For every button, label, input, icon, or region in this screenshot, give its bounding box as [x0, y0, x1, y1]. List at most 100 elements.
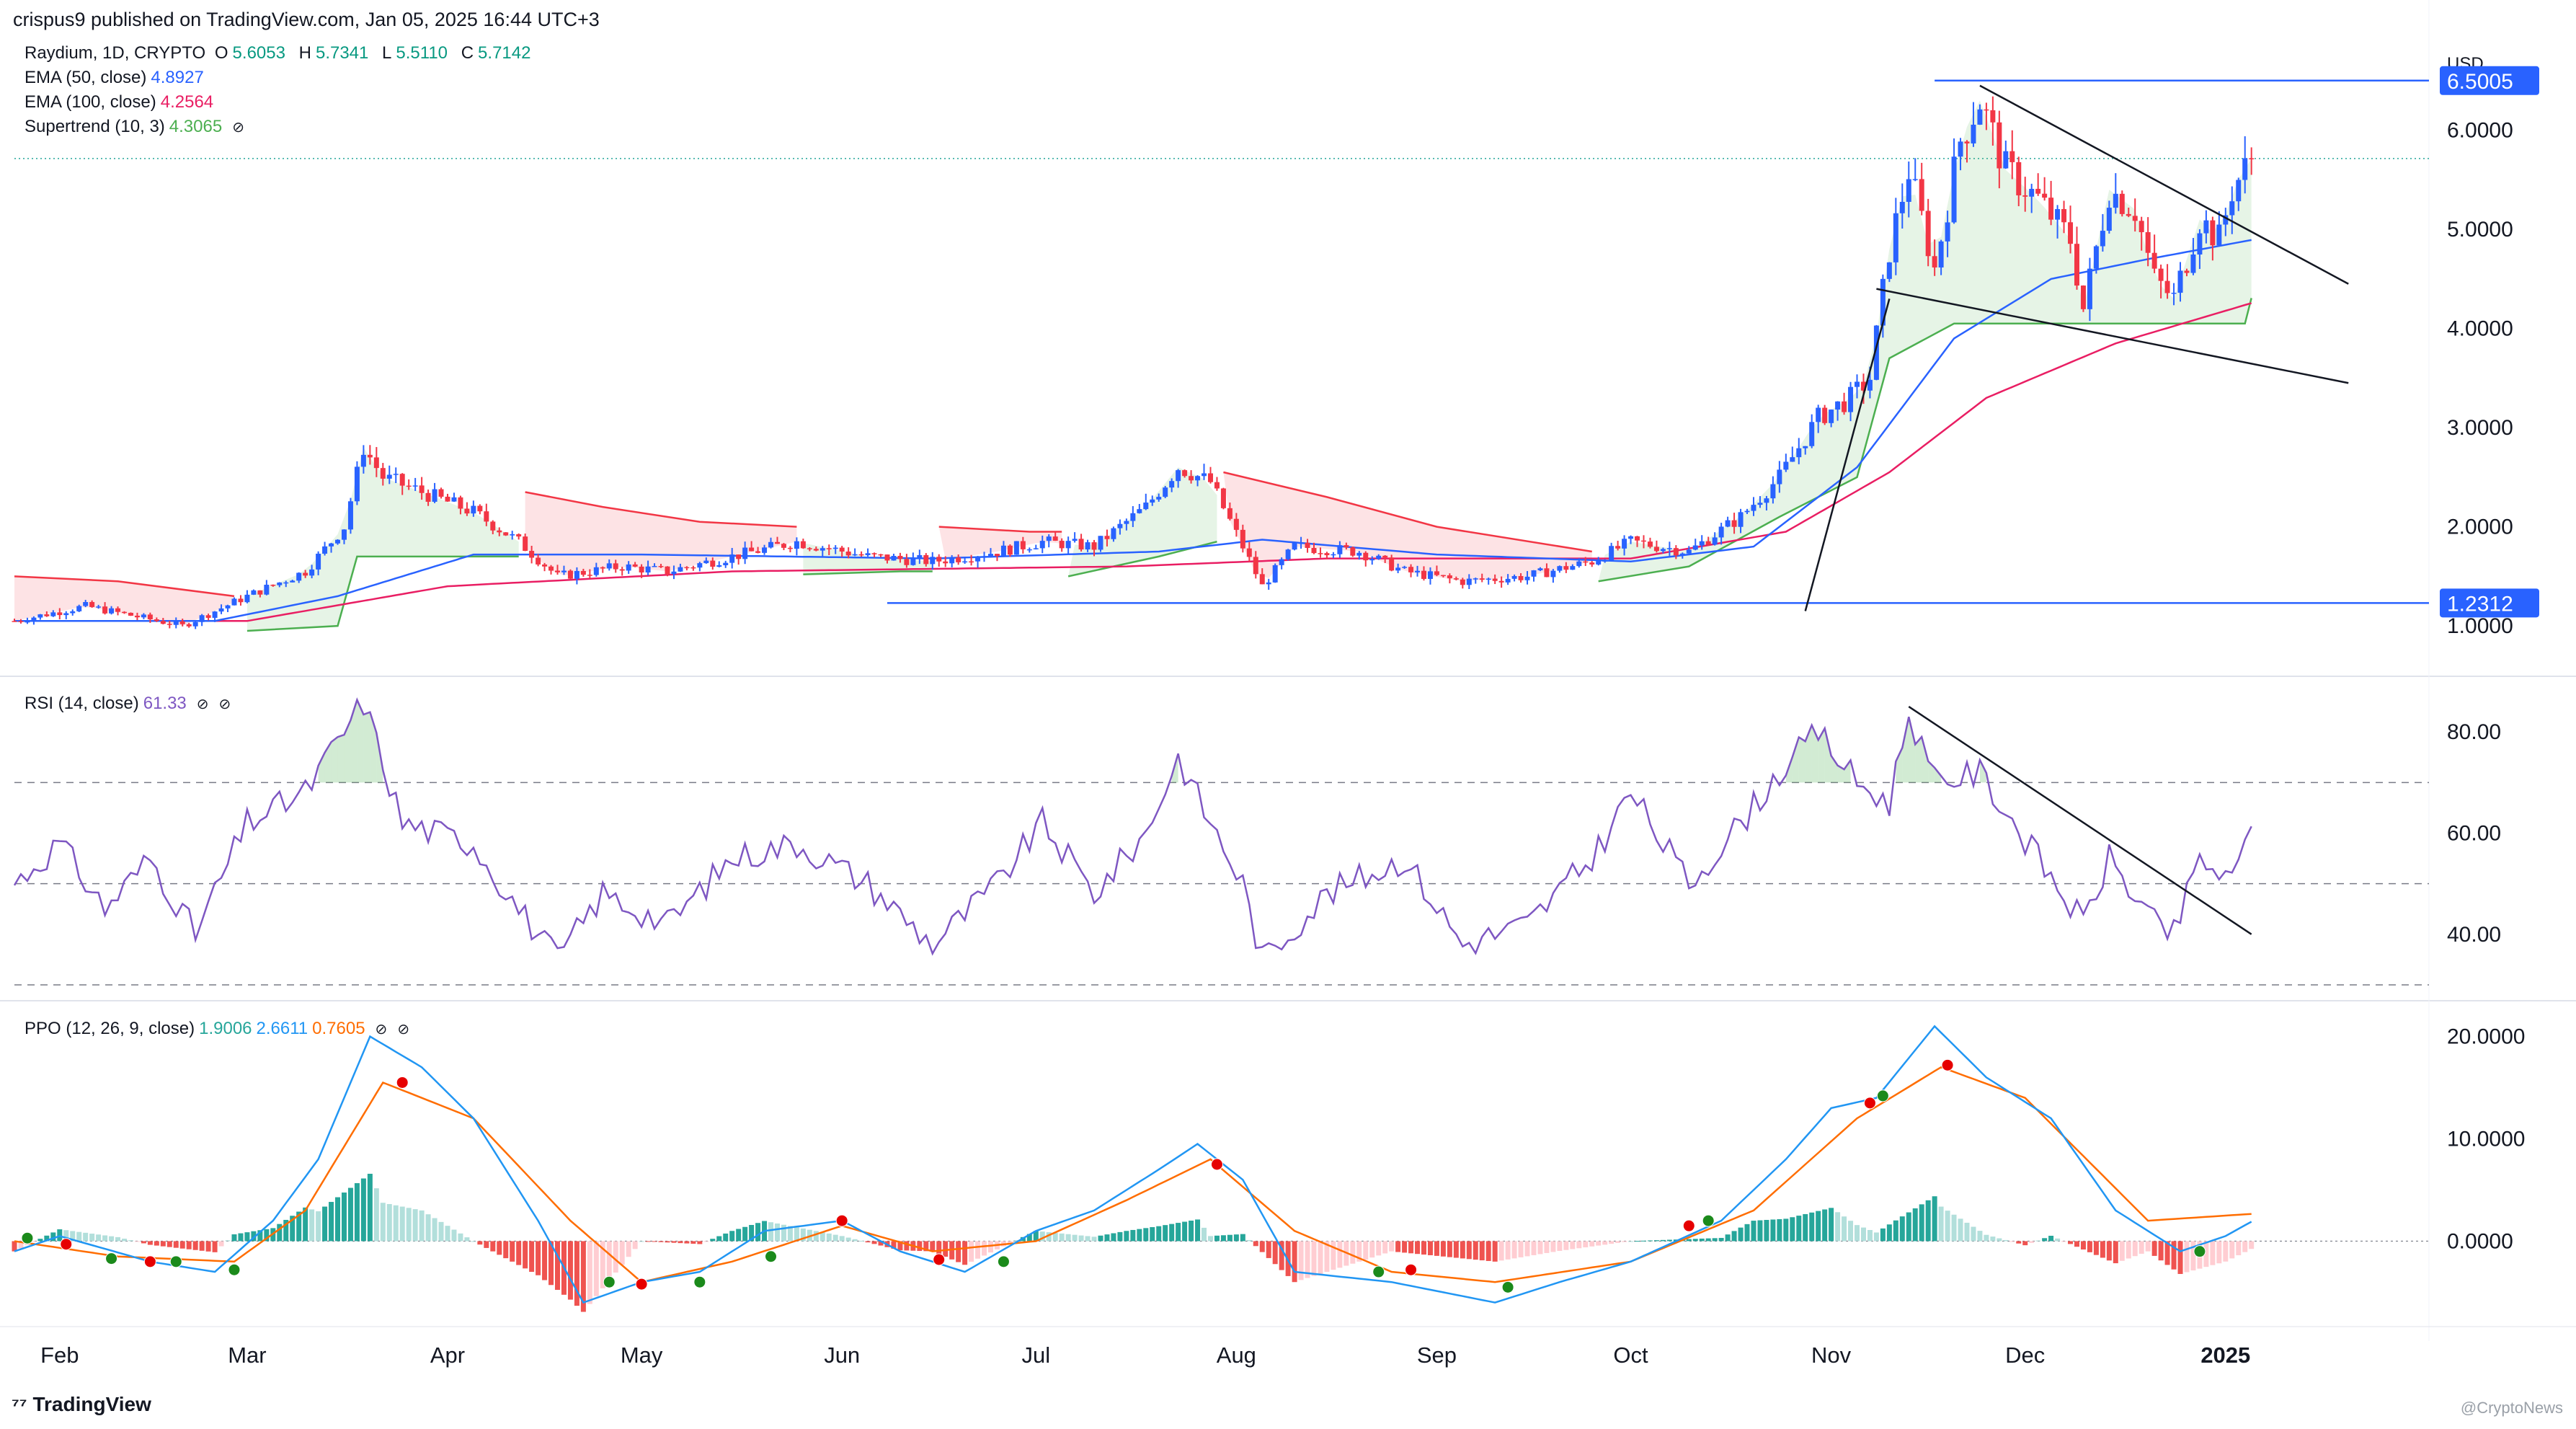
ppo-histogram-bar — [1169, 1224, 1175, 1242]
ppo-cross-dot — [933, 1253, 946, 1266]
candle-body — [1085, 542, 1091, 550]
candle-body — [2042, 193, 2048, 198]
hidden-state-icon[interactable]: ⊘ — [375, 1022, 388, 1038]
candle-body — [1376, 555, 1382, 559]
ppo-histogram-bar — [484, 1241, 489, 1248]
candle-body — [497, 530, 502, 533]
candle-body — [399, 474, 405, 486]
ppo-histogram-bar — [109, 1236, 115, 1242]
ppo-histogram-bar — [2080, 1241, 2086, 1250]
ppo-histogram-bar — [2177, 1241, 2183, 1274]
candle-body — [1938, 241, 1944, 267]
hidden-state-icon[interactable]: ⊘ — [196, 696, 209, 712]
ppo-histogram-bar — [1137, 1229, 1142, 1242]
ppo-histogram-bar — [1583, 1241, 1589, 1248]
candle-body — [2003, 151, 2009, 169]
candle-body — [2158, 268, 2164, 281]
candle-body — [1369, 559, 1375, 561]
ppo-histogram-bar — [2223, 1241, 2229, 1262]
ppo-cross-dot — [603, 1275, 616, 1288]
candle-body — [1395, 567, 1401, 571]
candle-body — [1984, 109, 1989, 111]
candle-body — [852, 554, 858, 556]
candle-body — [231, 598, 237, 606]
candle-body — [1738, 512, 1744, 527]
ppo-histogram-bar — [1640, 1240, 1646, 1242]
ppo-histogram-bar — [794, 1227, 799, 1242]
ema100-legend[interactable]: EMA (100, close) 4.2564 — [25, 92, 218, 112]
candle-body — [1298, 542, 1304, 544]
candle-body — [1855, 381, 1860, 387]
ppo-histogram-bar — [128, 1240, 133, 1242]
ppo-histogram-bar — [1647, 1240, 1653, 1242]
ppo-histogram-bar — [878, 1241, 884, 1246]
rsi-overbought-fill — [331, 737, 338, 783]
ppo-cross-dot — [835, 1214, 848, 1227]
tradingview-brand[interactable]: ⁷⁷ TradingView — [12, 1393, 151, 1416]
candle-body — [2229, 201, 2235, 216]
candle-body — [1783, 461, 1789, 470]
candle-body — [994, 554, 1000, 557]
supertrend-label: Supertrend (10, 3) — [25, 117, 165, 136]
ppo-histogram-bar — [1479, 1241, 1485, 1261]
rsi-overbought-fill — [1909, 717, 1916, 783]
ema100-line — [14, 302, 2252, 622]
candle-body — [1460, 579, 1465, 585]
candle-body — [1163, 487, 1168, 497]
ppo-histogram-bar — [1518, 1241, 1524, 1257]
ppo-legend[interactable]: PPO (12, 26, 9, close) 1.9006 2.6611 0.7605… — [25, 1019, 414, 1039]
hidden-state-icon[interactable]: ⊘ — [232, 120, 244, 136]
hidden-state-icon[interactable]: ⊘ — [397, 1022, 410, 1038]
ppo-histogram-bar — [1363, 1241, 1369, 1260]
ppo-histogram-bar — [839, 1236, 845, 1242]
ppo-histogram-bar — [329, 1202, 334, 1242]
ppo-histogram-bar — [477, 1241, 483, 1245]
candle-body — [1563, 566, 1569, 570]
candle-body — [1609, 546, 1615, 561]
ema50-legend[interactable]: EMA (50, close) 4.8927 — [25, 68, 208, 88]
candle-body — [1246, 548, 1252, 557]
ppo-cross-dot — [635, 1278, 648, 1291]
time-axis-label: Jun — [824, 1342, 860, 1368]
ppo-histogram-bar — [529, 1241, 535, 1273]
candle-body — [2164, 280, 2170, 293]
ppo-histogram-bar — [2022, 1241, 2028, 1246]
candle-body — [386, 474, 392, 479]
ppo-histogram-bar — [1382, 1241, 1388, 1254]
candle-body — [102, 606, 108, 614]
ppo-histogram-bar — [367, 1174, 373, 1242]
candle-body — [225, 605, 231, 609]
ppo-cross-dot — [105, 1252, 118, 1265]
candle-body — [1182, 470, 1188, 477]
candle-body — [1945, 222, 1950, 242]
candle-body — [458, 497, 463, 509]
hidden-state-icon[interactable]: ⊘ — [218, 696, 231, 712]
candle-body — [1640, 540, 1646, 542]
candle-body — [1596, 561, 1602, 565]
candle-body — [1046, 536, 1052, 541]
ppo-histogram-bar — [593, 1241, 599, 1296]
candle-body — [199, 615, 205, 622]
candle-body — [1635, 536, 1640, 541]
candle-body — [1130, 513, 1136, 521]
ppo-histogram-bar — [1311, 1241, 1317, 1276]
candle-body — [1544, 568, 1550, 578]
ppo-histogram-bar — [1150, 1227, 1155, 1242]
candle-body — [1860, 381, 1866, 391]
candle-body — [1279, 559, 1284, 565]
candle-body — [1143, 503, 1149, 510]
ppo-histogram-bar — [231, 1234, 237, 1242]
rsi-legend[interactable]: RSI (14, close) 61.33 ⊘ ⊘ — [25, 694, 235, 714]
supertrend-legend[interactable]: Supertrend (10, 3) 4.3065 ⊘ — [25, 117, 249, 137]
candle-body — [1731, 520, 1737, 527]
rsi-overbought-fill — [1792, 737, 1799, 783]
ppo-histogram-bar — [399, 1206, 405, 1242]
ppo-histogram-bar — [1699, 1238, 1705, 1242]
ppo-histogram-bar — [458, 1233, 463, 1242]
ppo-histogram-bar — [969, 1241, 974, 1262]
ppo-histogram-bar — [1272, 1241, 1278, 1265]
ppo-histogram-bar — [613, 1241, 618, 1273]
ppo-histogram-bar — [1207, 1236, 1213, 1242]
ppo-tick-label: 20.0000 — [2447, 1025, 2525, 1049]
